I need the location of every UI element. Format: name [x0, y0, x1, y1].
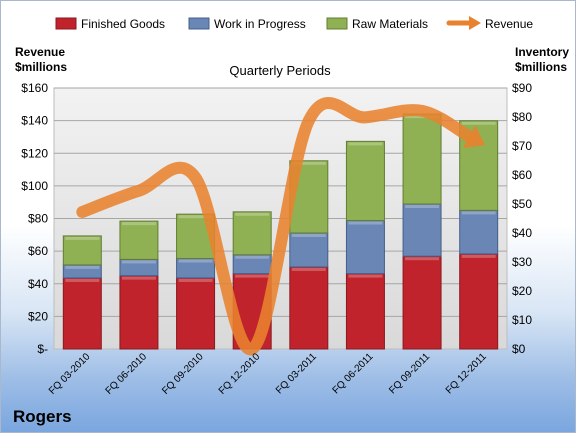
right-tick-label: $80 [512, 110, 532, 124]
bar-highlight [461, 211, 496, 215]
legend-label-work-in-progress: Work in Progress [214, 17, 306, 31]
right-axis-label-line1: Inventory [515, 45, 569, 59]
x-tick-label: FQ 12-2011 [444, 351, 489, 396]
legend-arrow-revenue [469, 16, 481, 30]
bar-highlight [178, 259, 213, 263]
bar-highlight [121, 222, 156, 226]
x-tick-label: FQ 06-2011 [331, 351, 376, 396]
revenue-line-path [76, 97, 476, 356]
right-tick-label: $70 [512, 139, 532, 153]
legend-swatch-work-in-progress [188, 17, 210, 30]
legend-label-finished-goods: Finished Goods [81, 17, 165, 31]
legend-label-raw-materials: Raw Materials [352, 17, 428, 31]
legend-swatch-raw-materials [326, 17, 348, 30]
bar-work-in-progress [459, 209, 499, 255]
right-tick-label: $10 [512, 313, 532, 327]
bar-highlight [291, 267, 326, 271]
bar-finished-goods [289, 266, 329, 350]
bar-raw-materials [345, 140, 385, 222]
left-axis-ticks: $- $20 $40 $60 $80 $100 $120 $140 $160 [21, 81, 48, 356]
right-tick-label: $0 [512, 342, 526, 356]
left-axis-label-line1: Revenue [15, 45, 65, 59]
bar-raw-materials [119, 220, 159, 260]
bar-highlight [461, 254, 496, 258]
bar-highlight [65, 265, 100, 269]
left-tick-label: $40 [28, 277, 48, 291]
bar-finished-goods [119, 275, 159, 350]
bar-work-in-progress [345, 220, 385, 275]
x-tick-label: FQ 06-2010 [104, 351, 150, 397]
bar-finished-goods [459, 253, 499, 350]
right-tick-label: $60 [512, 168, 532, 182]
bar-highlight [461, 121, 496, 125]
bar-highlight [235, 212, 270, 216]
right-axis-ticks: $0 $10 $20 $30 $40 $50 $60 $70 $80 $90 [512, 81, 532, 356]
bar-highlight [65, 278, 100, 282]
left-tick-label: $120 [21, 146, 48, 160]
left-tick-label: $60 [28, 244, 48, 258]
x-axis-ticks: FQ 03-2010 FQ 06-2010 FQ 09-2010 FQ 12-2010… [47, 351, 489, 397]
bar-raw-materials [402, 113, 442, 205]
bar-highlight [121, 276, 156, 280]
revenue-line-arrowhead [462, 125, 486, 149]
bar-highlight [235, 274, 270, 278]
right-tick-label: $30 [512, 255, 532, 269]
chart-title: Quarterly Periods [229, 63, 331, 78]
bar-highlight [65, 236, 100, 240]
x-tick-label: FQ 09-2011 [387, 351, 432, 396]
left-tick-label: $20 [28, 309, 48, 323]
bar-raw-materials [232, 211, 272, 256]
left-tick-label: $100 [21, 179, 48, 193]
bar-highlight [178, 215, 213, 219]
bar-highlight [235, 255, 270, 259]
x-tick-label: FQ 03-2010 [47, 351, 93, 397]
bar-highlight [121, 260, 156, 264]
left-tick-label: $140 [21, 114, 48, 128]
legend-swatch-finished-goods [55, 17, 77, 30]
bar-highlight [291, 234, 326, 237]
bar-highlight [348, 142, 383, 146]
legend-label-revenue: Revenue [485, 17, 533, 31]
bar-highlight [405, 257, 440, 261]
bar-highlight [178, 278, 213, 282]
bars [62, 113, 499, 350]
bar-highlight [348, 274, 383, 278]
x-tick-label: FQ 09-2010 [160, 351, 206, 397]
right-tick-label: $90 [512, 81, 532, 95]
bar-highlight [405, 205, 440, 208]
company-name: Rogers [13, 407, 72, 426]
x-tick-label: FQ 12-2010 [217, 351, 263, 397]
bar-highlight [348, 221, 383, 225]
x-tick-label: FQ 03-2011 [274, 351, 319, 396]
legend: Finished Goods Work in Progress Raw Mate… [55, 16, 533, 31]
right-tick-label: $50 [512, 197, 532, 211]
right-axis-label-line2: $millions [515, 60, 567, 74]
left-tick-label: $- [37, 342, 48, 356]
bar-raw-materials [62, 235, 102, 266]
right-tick-label: $20 [512, 284, 532, 298]
right-tick-label: $40 [512, 226, 532, 240]
bar-highlight [291, 161, 326, 165]
left-axis-label-line2: $millions [15, 60, 67, 74]
bar-finished-goods [62, 277, 102, 350]
left-tick-label: $160 [21, 81, 48, 95]
bar-finished-goods [402, 255, 442, 350]
revenue-line [76, 97, 486, 356]
bar-finished-goods [345, 273, 385, 350]
bar-work-in-progress [289, 232, 329, 268]
bar-finished-goods [176, 277, 216, 350]
bar-work-in-progress [402, 203, 442, 257]
left-tick-label: $80 [28, 212, 48, 226]
